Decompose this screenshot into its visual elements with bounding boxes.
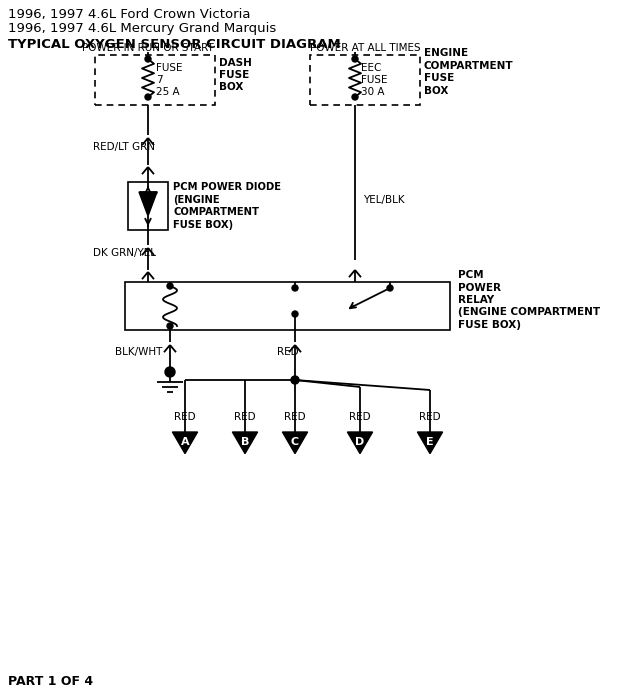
Text: YEL/BLK: YEL/BLK (363, 195, 405, 205)
Text: E: E (426, 437, 434, 447)
Polygon shape (139, 192, 157, 216)
Text: EEC
FUSE
30 A: EEC FUSE 30 A (361, 62, 387, 97)
Text: 1996, 1997 4.6L Ford Crown Victoria: 1996, 1997 4.6L Ford Crown Victoria (8, 8, 250, 21)
Circle shape (352, 56, 358, 62)
Text: troubleshootmyvehicle.com: troubleshootmyvehicle.com (208, 298, 392, 312)
Text: D: D (355, 437, 365, 447)
Polygon shape (417, 432, 442, 454)
Bar (95, 55, 215, 105)
Text: BLK/WHT: BLK/WHT (115, 347, 163, 357)
Polygon shape (282, 432, 308, 454)
Text: RED: RED (234, 412, 256, 422)
Circle shape (167, 283, 173, 289)
Circle shape (165, 367, 175, 377)
Circle shape (291, 376, 299, 384)
Circle shape (292, 311, 298, 317)
Text: RED: RED (419, 412, 441, 422)
Text: RED: RED (284, 412, 306, 422)
Text: C: C (291, 437, 299, 447)
Text: RED: RED (174, 412, 196, 422)
Polygon shape (172, 432, 198, 454)
Text: RED: RED (277, 347, 298, 357)
Text: 1996, 1997 4.6L Mercury Grand Marquis: 1996, 1997 4.6L Mercury Grand Marquis (8, 22, 276, 35)
Text: PART 1 OF 4: PART 1 OF 4 (8, 675, 93, 688)
Circle shape (352, 94, 358, 100)
Text: TYPICAL OXYGEN SENSOR CIRCUIT DIAGRAM: TYPICAL OXYGEN SENSOR CIRCUIT DIAGRAM (8, 38, 341, 51)
Text: ENGINE
COMPARTMENT
FUSE
BOX: ENGINE COMPARTMENT FUSE BOX (424, 48, 514, 96)
Bar (125, 282, 450, 330)
Text: POWER AT ALL TIMES: POWER AT ALL TIMES (310, 43, 420, 53)
Text: A: A (180, 437, 189, 447)
Text: RED/LT GRN: RED/LT GRN (93, 142, 155, 152)
Bar (310, 55, 420, 105)
Polygon shape (347, 432, 373, 454)
Text: FUSE
7
25 A: FUSE 7 25 A (156, 62, 182, 97)
Circle shape (145, 94, 151, 100)
Text: POWER IN RUN OR START: POWER IN RUN OR START (82, 43, 214, 53)
Text: PCM
POWER
RELAY
(ENGINE COMPARTMENT
FUSE BOX): PCM POWER RELAY (ENGINE COMPARTMENT FUSE… (458, 270, 600, 330)
Text: PCM POWER DIODE
(ENGINE
COMPARTMENT
FUSE BOX): PCM POWER DIODE (ENGINE COMPARTMENT FUSE… (173, 183, 281, 230)
Text: DK GRN/YEL: DK GRN/YEL (93, 248, 156, 258)
Polygon shape (232, 432, 258, 454)
Bar (128, 182, 168, 230)
Circle shape (387, 285, 393, 291)
Circle shape (292, 285, 298, 291)
Circle shape (145, 56, 151, 62)
Text: RED: RED (349, 412, 371, 422)
Text: B: B (241, 437, 249, 447)
Text: DASH
FUSE
BOX: DASH FUSE BOX (219, 57, 252, 92)
Circle shape (167, 323, 173, 329)
